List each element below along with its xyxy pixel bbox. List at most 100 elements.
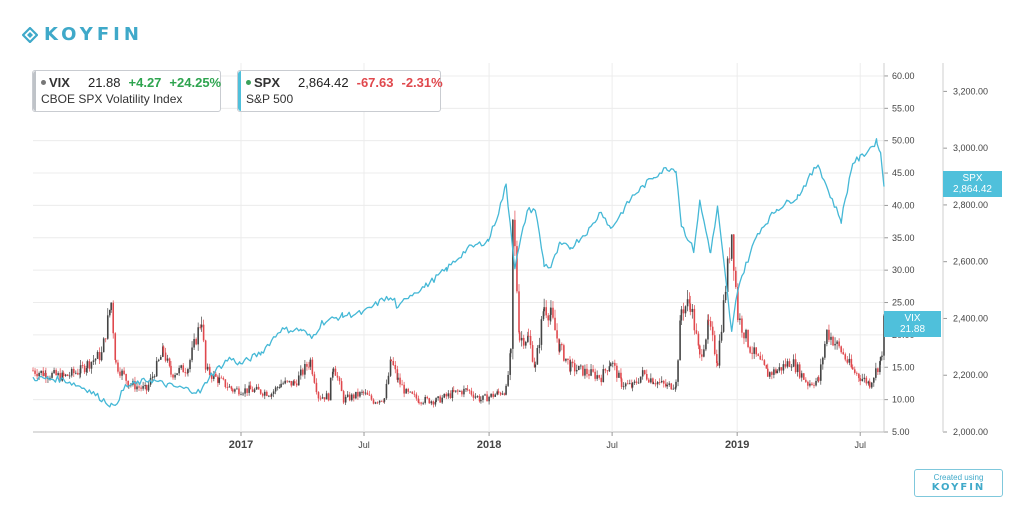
vix-candle-body: [633, 381, 636, 383]
vix-candle-body: [567, 358, 569, 361]
vix-axis-tick-label: 35.00: [892, 233, 915, 243]
legend-vix[interactable]: VIX 21.88 +4.27 +24.25% CBOE SPX Volatil…: [32, 70, 221, 112]
vix-candle-body: [172, 374, 174, 378]
vix-candle-body: [859, 378, 862, 381]
vix-candle-body: [881, 355, 883, 357]
vix-candle-body: [210, 375, 213, 379]
vix-candle-body: [743, 332, 745, 339]
vix-candle-body: [594, 371, 596, 379]
vix-candle-body: [796, 364, 799, 373]
vix-candle-body: [745, 329, 747, 339]
vix-candle-body: [588, 374, 590, 376]
vix-candle-body: [626, 383, 629, 385]
vix-candle-body: [191, 347, 193, 361]
vix-candle-body: [604, 369, 607, 371]
vix-candle-body: [364, 392, 367, 394]
vix-candle-body: [840, 346, 842, 353]
vix-candle-body: [451, 390, 454, 399]
vix-candle-body: [348, 394, 351, 401]
vix-candle-body: [222, 378, 225, 380]
created-using-koyfin[interactable]: Created using KOYFIN: [914, 469, 1003, 497]
vix-candle-body: [811, 383, 813, 385]
vix-candle-body: [563, 345, 565, 361]
vix-candle-body: [780, 367, 783, 371]
vix-candle-body: [350, 394, 353, 401]
spx-badge-value: 2,864.42: [953, 184, 992, 195]
vix-candle-body: [573, 363, 576, 372]
vix-candle-body: [747, 329, 749, 348]
vix-candle-body: [332, 368, 335, 372]
vix-candle-body: [656, 382, 659, 385]
vix-candle-body: [292, 381, 295, 386]
vix-candle-body: [782, 364, 785, 371]
vix-candle-body: [49, 377, 51, 379]
legend-spx-price: 2,864.42: [298, 75, 349, 90]
vix-candle-body: [259, 389, 262, 394]
vix-candle-body: [870, 382, 873, 388]
vix-candle-body: [805, 379, 807, 382]
vix-axis-tick-label: 25.00: [892, 298, 915, 308]
vix-candle-body: [480, 399, 482, 402]
vix-candle-body: [246, 388, 248, 393]
vix-candle-body: [798, 364, 801, 378]
spx-axis-tick-label: 3,200.00: [953, 86, 988, 96]
vix-candle-body: [125, 373, 127, 381]
vix-candle-body: [382, 401, 385, 403]
vix-candle-body: [62, 372, 65, 376]
vix-candle-body: [274, 387, 277, 392]
vix-candle-body: [155, 360, 158, 377]
vix-candle-body: [730, 234, 733, 259]
vix-badge-value: 21.88: [899, 324, 926, 335]
vix-candle-body: [463, 388, 465, 395]
vix-candle-body: [518, 332, 521, 341]
vix-candle-body: [507, 374, 509, 386]
vix-candle-body: [584, 368, 586, 376]
vix-candle-body: [257, 386, 260, 390]
vix-candle-body: [499, 392, 502, 395]
vix-candle-body: [144, 385, 146, 387]
vix-candle-body: [368, 394, 371, 396]
vix-candle-body: [234, 389, 236, 392]
vix-candle-body: [64, 374, 67, 376]
vix-candle-body: [434, 401, 437, 405]
vix-candle-body: [399, 377, 401, 385]
legend-spx-name: S&P 500: [246, 92, 294, 106]
vix-candle-body: [497, 391, 500, 393]
vix-candle-body: [753, 347, 755, 354]
vix-candle-body: [822, 357, 824, 365]
vix-candle-body: [336, 375, 339, 378]
vix-candle-body: [598, 375, 601, 378]
vix-candle-body: [609, 363, 612, 367]
vix-candle-body: [668, 383, 671, 385]
vix-candle-body: [819, 364, 822, 381]
legend-vix-dot: [41, 80, 46, 85]
vix-candle-body: [628, 383, 631, 385]
vix-candle-body: [174, 374, 176, 378]
legend-spx[interactable]: SPX 2,864.42 -67.63 -2.31% S&P 500: [237, 70, 443, 112]
vix-candle-body: [527, 335, 530, 337]
vix-candle-body: [70, 368, 73, 376]
vix-candle-body: [213, 373, 215, 379]
vix-candle-body: [452, 390, 455, 392]
vix-candle-body: [728, 258, 731, 260]
vix-candle-body: [445, 393, 448, 397]
koyfin-logo[interactable]: KOYFIN: [22, 24, 143, 45]
vix-candle-body: [261, 393, 264, 396]
vix-candle-body: [157, 359, 160, 361]
vix-candle-body: [773, 369, 775, 375]
vix-candle-body: [792, 359, 795, 367]
vix-badge-symbol: VIX: [904, 313, 921, 324]
vix-candle-body: [707, 319, 710, 322]
vix-candle-body: [61, 372, 64, 381]
vix-candle-body: [357, 391, 359, 397]
vix-candle-body: [586, 368, 588, 375]
vix-candle-body: [707, 319, 709, 340]
vix-candle-body: [409, 391, 412, 393]
vix-candle-body: [151, 376, 154, 379]
vix-candle-body: [75, 372, 77, 374]
vix-candle-body: [443, 393, 446, 398]
vix-candle-body: [686, 299, 689, 307]
vix-candle-body: [244, 388, 246, 394]
vix-candle-body: [592, 369, 594, 372]
vix-candle-body: [645, 373, 648, 380]
